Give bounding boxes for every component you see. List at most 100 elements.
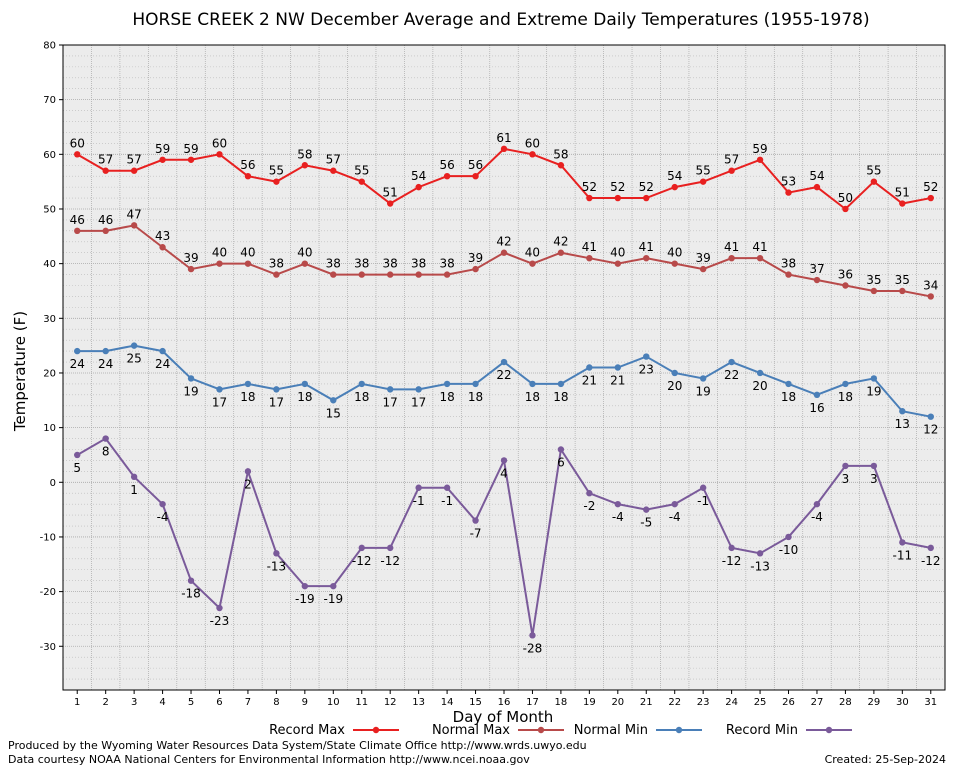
record-max-point bbox=[557, 162, 565, 169]
normal-max-point bbox=[74, 227, 81, 235]
normal-max-data-label: 38 bbox=[411, 257, 426, 271]
normal-max-data-label: 35 bbox=[895, 273, 910, 287]
record-max-point bbox=[671, 183, 678, 191]
normal-max-point bbox=[273, 271, 280, 278]
normal-min-data-label: 25 bbox=[126, 352, 141, 366]
normal-min-point bbox=[529, 380, 536, 388]
legend-label-normal-min: Normal Min bbox=[574, 723, 648, 738]
record-max-data-label: 58 bbox=[297, 147, 312, 161]
record-min-point bbox=[415, 484, 422, 491]
record-max-point bbox=[500, 145, 508, 153]
record-min-data-label: 8 bbox=[102, 445, 110, 459]
y-tick-label: 20 bbox=[43, 368, 56, 379]
record-min-data-label: 6 bbox=[557, 455, 565, 469]
x-axis-title: Day of Month bbox=[453, 708, 554, 726]
normal-min-data-label: 12 bbox=[923, 423, 938, 437]
footer-credit-line1: Produced by the Wyoming Water Resources … bbox=[8, 739, 587, 752]
normal-min-data-label: 17 bbox=[411, 395, 426, 409]
x-tick-label: 10 bbox=[327, 697, 340, 708]
x-tick-label: 14 bbox=[441, 697, 454, 708]
normal-min-data-label: 21 bbox=[582, 374, 597, 388]
record-max-point bbox=[102, 167, 109, 174]
record-min-data-label: -1 bbox=[697, 494, 709, 508]
record-max-data-label: 54 bbox=[809, 169, 824, 183]
normal-max-point bbox=[842, 282, 849, 289]
record-min-point bbox=[500, 457, 508, 464]
normal-min-data-label: 17 bbox=[269, 395, 284, 409]
x-tick-label: 11 bbox=[355, 697, 368, 708]
y-tick-label: 10 bbox=[43, 423, 56, 434]
normal-max-data-label: 38 bbox=[781, 257, 796, 271]
record-max-point bbox=[899, 200, 906, 207]
normal-max-data-label: 47 bbox=[126, 207, 141, 221]
x-tick-label: 20 bbox=[611, 697, 624, 708]
record-max-point bbox=[785, 189, 792, 196]
record-min-point bbox=[671, 500, 678, 508]
normal-max-point bbox=[756, 254, 764, 262]
record-max-data-label: 59 bbox=[183, 142, 198, 156]
normal-max-data-label: 35 bbox=[866, 273, 881, 287]
normal-max-point bbox=[529, 260, 536, 267]
record-max-data-label: 55 bbox=[866, 164, 881, 178]
record-min-point bbox=[586, 490, 593, 497]
normal-max-point bbox=[699, 265, 707, 273]
record-min-point bbox=[330, 582, 337, 590]
normal-max-data-label: 41 bbox=[639, 240, 654, 254]
record-max-data-label: 55 bbox=[696, 164, 711, 178]
record-min-point bbox=[899, 539, 906, 546]
record-max-point bbox=[386, 200, 394, 207]
normal-min-data-label: 18 bbox=[838, 390, 853, 404]
record-max-data-label: 51 bbox=[895, 186, 910, 200]
normal-max-data-label: 38 bbox=[354, 257, 369, 271]
record-max-point bbox=[130, 167, 138, 174]
record-max-data-label: 57 bbox=[98, 153, 113, 167]
record-max-point bbox=[273, 178, 280, 185]
normal-max-point bbox=[472, 265, 479, 273]
normal-min-data-label: 19 bbox=[696, 384, 711, 398]
normal-min-data-label: 22 bbox=[496, 368, 511, 382]
y-tick-label: 70 bbox=[43, 95, 56, 106]
normal-min-point bbox=[102, 347, 109, 355]
x-tick-label: 17 bbox=[526, 697, 539, 708]
series-layer bbox=[74, 145, 934, 639]
record-min-data-label: -1 bbox=[413, 494, 425, 508]
x-tick-label: 19 bbox=[583, 697, 596, 708]
record-max-data-label: 52 bbox=[582, 180, 597, 194]
record-min-data-label: -18 bbox=[181, 587, 201, 601]
normal-min-point bbox=[813, 391, 821, 399]
normal-min-data-label: 13 bbox=[895, 417, 910, 431]
record-min-point bbox=[301, 582, 309, 590]
x-tick-label: 1 bbox=[74, 697, 80, 708]
normal-max-data-label: 40 bbox=[667, 246, 682, 260]
record-min-data-label: -23 bbox=[210, 614, 230, 628]
normal-min-data-label: 20 bbox=[752, 379, 767, 393]
record-min-point bbox=[358, 544, 365, 552]
record-max-point bbox=[415, 183, 422, 191]
normal-max-point bbox=[643, 254, 650, 262]
legend-marker-normal-max bbox=[537, 726, 545, 734]
record-min-data-label: 2 bbox=[244, 477, 252, 491]
x-tick-label: 30 bbox=[896, 697, 909, 708]
footer-created-date: Created: 25-Sep-2024 bbox=[825, 753, 946, 766]
normal-min-point bbox=[415, 386, 422, 393]
normal-max-data-label: 36 bbox=[838, 268, 853, 282]
normal-min-point bbox=[358, 380, 365, 388]
record-min-data-label: -2 bbox=[583, 499, 595, 513]
record-max-data-label: 60 bbox=[525, 136, 540, 150]
normal-min-data-label: 18 bbox=[525, 390, 540, 404]
x-tick-label: 22 bbox=[668, 697, 681, 708]
legend: Record Max Normal Max Normal Min Record Min bbox=[269, 723, 852, 738]
normal-min-data-label: 18 bbox=[354, 390, 369, 404]
normal-min-point bbox=[74, 347, 81, 355]
normal-max-data-label: 39 bbox=[696, 251, 711, 265]
record-max-point bbox=[330, 167, 337, 174]
record-max-point bbox=[699, 178, 707, 185]
record-min-point bbox=[159, 500, 166, 508]
normal-min-data-label: 21 bbox=[610, 374, 625, 388]
record-max-data-label: 60 bbox=[212, 136, 227, 150]
normal-min-point bbox=[699, 375, 707, 382]
y-tick-label: 0 bbox=[50, 478, 56, 489]
y-tick-label: -20 bbox=[40, 587, 56, 598]
normal-max-data-label: 43 bbox=[155, 229, 170, 243]
